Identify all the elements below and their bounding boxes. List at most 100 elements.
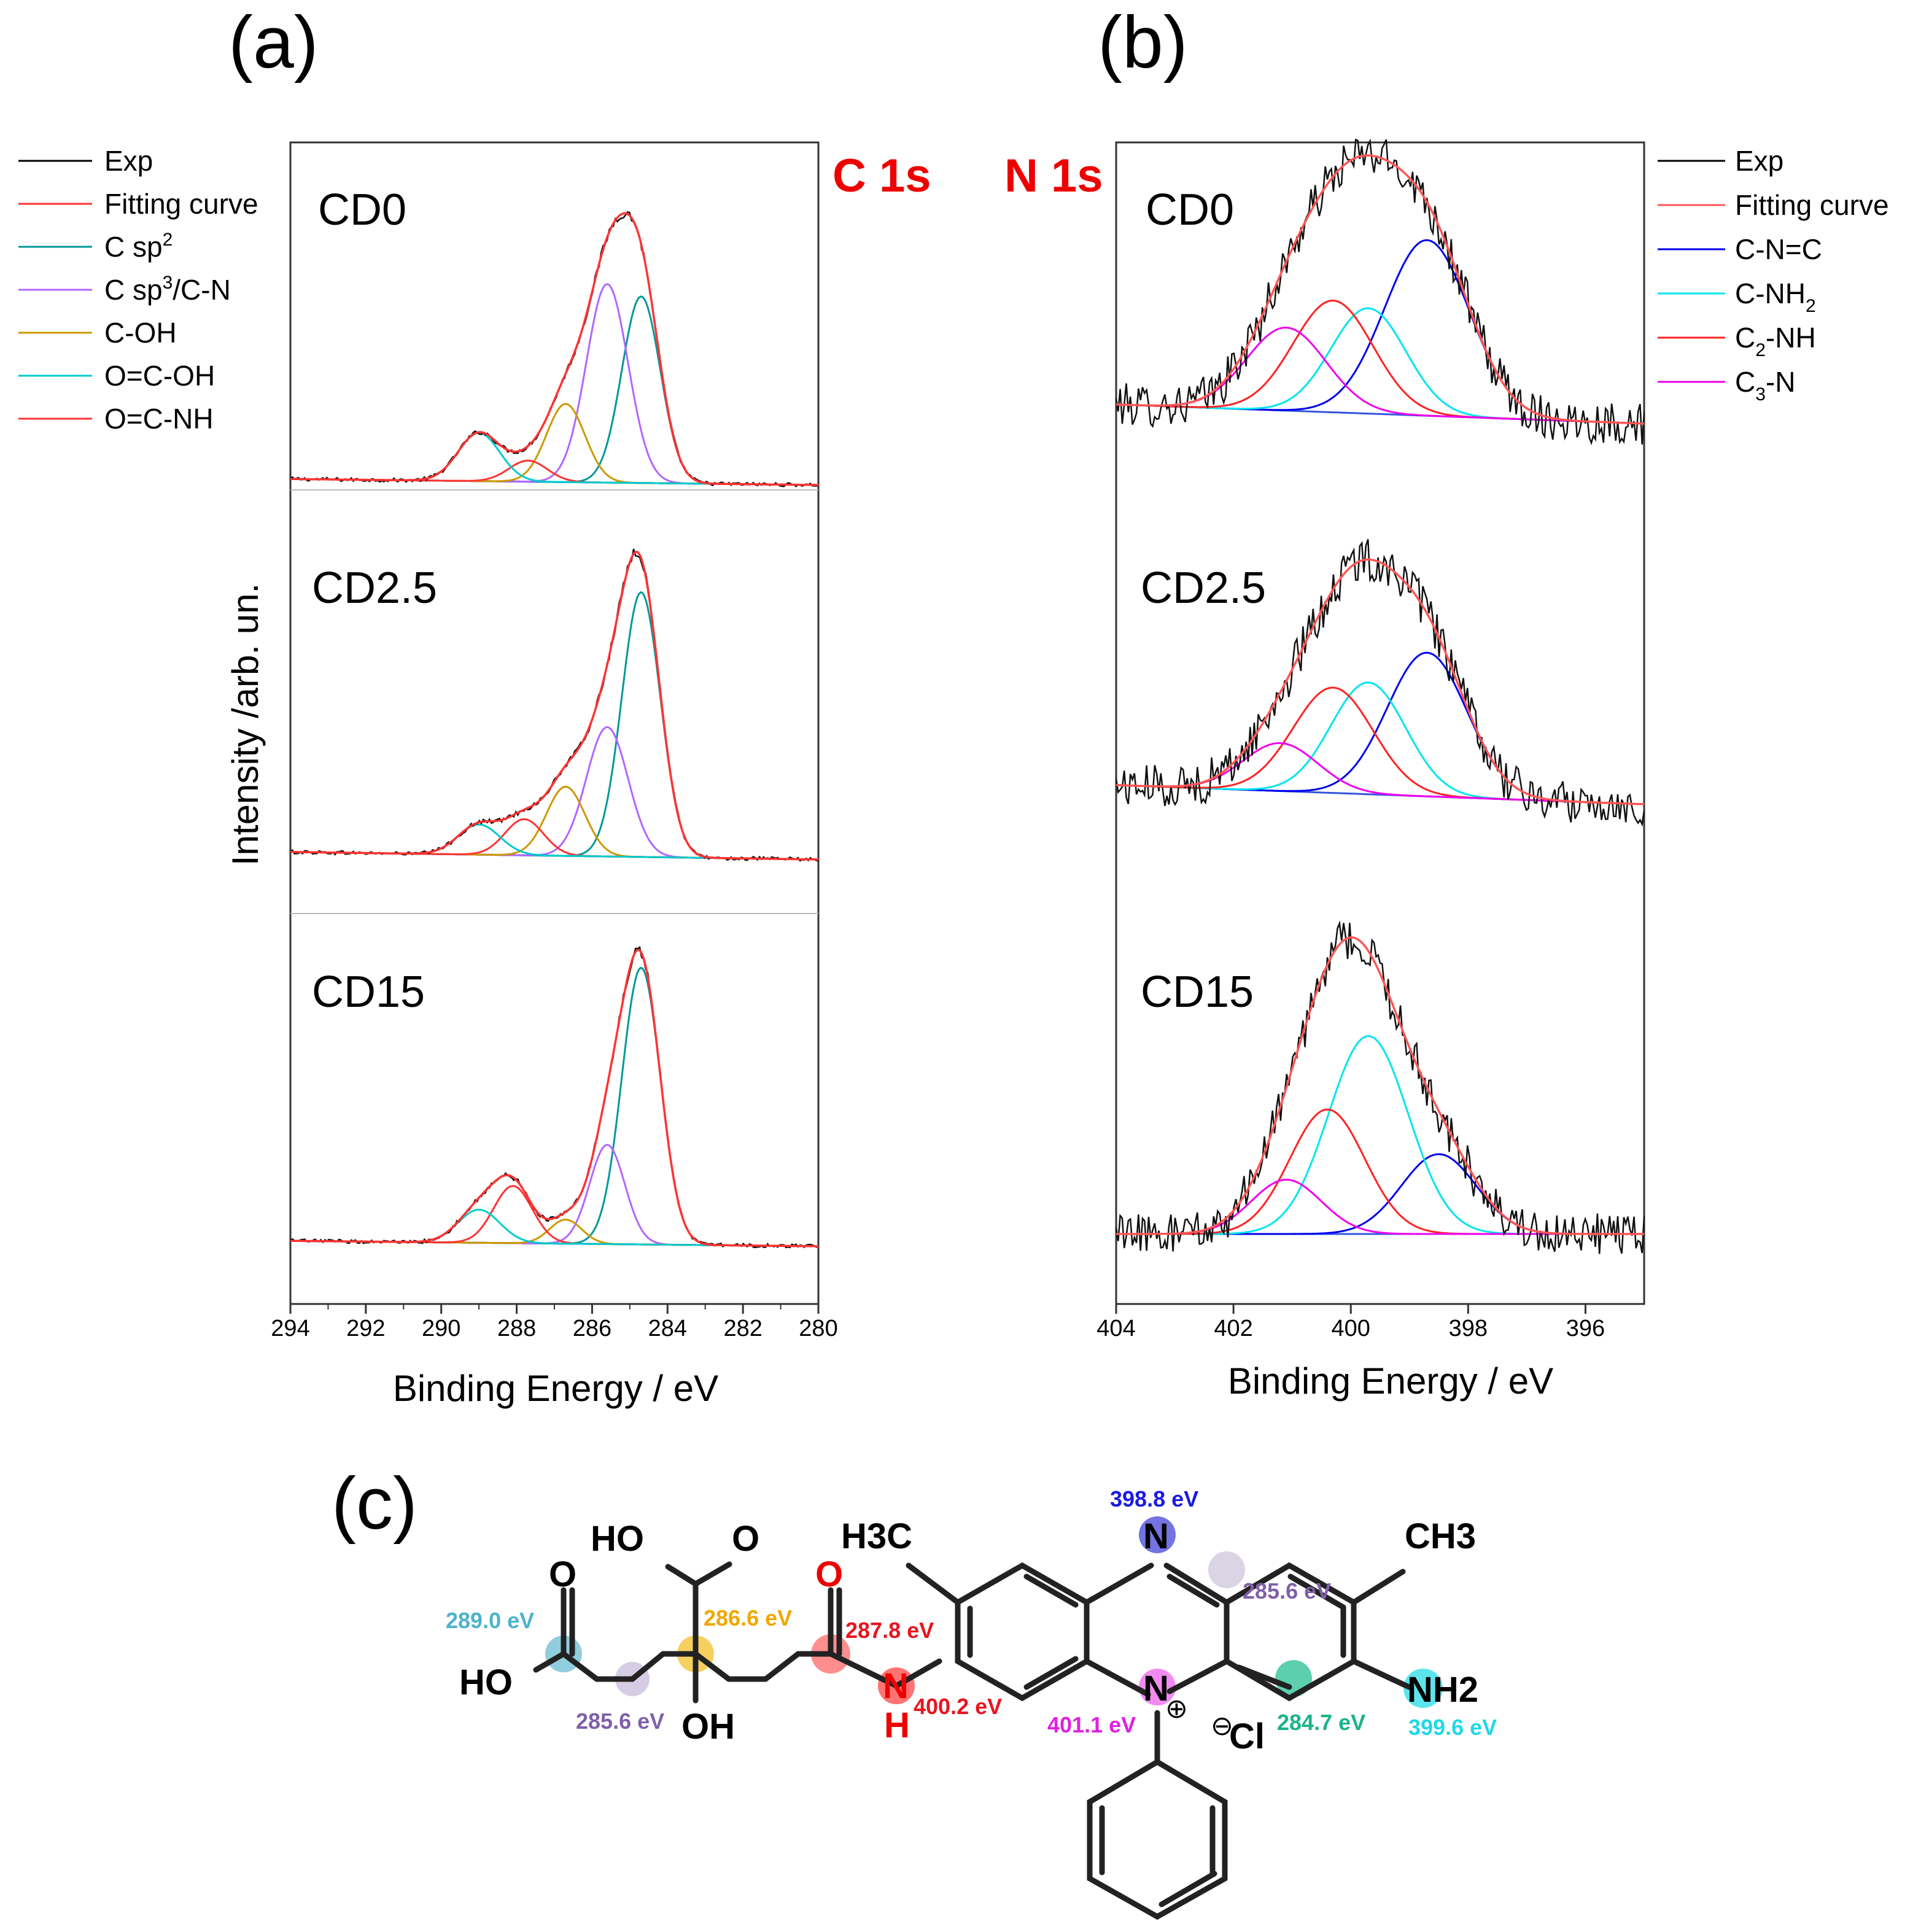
- panel-a-label: (a): [228, 1, 319, 83]
- trace-cd2-5-c-n-c: [1116, 651, 1645, 805]
- energy-label-399-6: 399.6 eV: [1408, 1715, 1497, 1740]
- panel-b-traces: [1115, 138, 1645, 1254]
- panel-a-c1s: (a) CD0 CD2.5 CD15 C 1s 294 292 290 288 286 2…: [18, 1, 931, 1409]
- panel-b-core-level: N 1s: [1004, 150, 1103, 202]
- legend-label-exp: Exp: [1735, 145, 1783, 177]
- panel-b-x-axis-ticks: 404 402 400 398 396: [1096, 1304, 1605, 1341]
- tick-label-404: 404: [1096, 1316, 1135, 1341]
- legend-label-c3-n: C3-N: [1735, 366, 1795, 405]
- trace-cd0-exp: [1115, 138, 1645, 446]
- atom-n-plus: N: [1143, 1669, 1169, 1709]
- atom-n-amide: N: [883, 1666, 909, 1706]
- trace-cd0-o-c-oh: [290, 432, 818, 486]
- atom-o-top: O: [732, 1519, 759, 1559]
- highlight-circle-285-6-right: [1208, 1551, 1245, 1588]
- panel-b-sample-label-cd2-5: CD2.5: [1141, 564, 1266, 613]
- atom-nh2: NH2: [1407, 1670, 1478, 1710]
- panel-b-n1s: (b) CD0 CD2.5 CD15 N 1s 404 402 400 398 396 …: [1004, 1, 1889, 1402]
- legend-label-exp: Exp: [104, 145, 153, 177]
- panel-a-frame: [289, 141, 820, 1305]
- tick-label-282: 282: [723, 1316, 762, 1341]
- tick-label-398: 398: [1449, 1316, 1488, 1341]
- trace-cd15-fitting-curve: [290, 949, 818, 1247]
- legend-label-c-sp2: C sp2: [104, 230, 173, 263]
- trace-cd2-5-exp: [1115, 539, 1645, 827]
- legend-label-c-sp3-c-n: C sp3/C-N: [104, 273, 231, 306]
- panel-b-frame: [1115, 141, 1645, 1305]
- highlight-circle-398-8: [1139, 1516, 1176, 1553]
- tick-label-400: 400: [1332, 1316, 1370, 1341]
- panel-a-core-level: C 1s: [833, 150, 931, 202]
- trace-cd15-c-nh2: [1116, 1035, 1644, 1235]
- tick-label-288: 288: [497, 1316, 536, 1341]
- trace-cd2-5-c2-nh: [1116, 686, 1645, 805]
- atom-oh-mid: OH: [681, 1707, 735, 1747]
- legend-label-c-oh: C-OH: [104, 317, 177, 349]
- panel-b-sample-label-cd0: CD0: [1146, 185, 1234, 235]
- energy-label-287-8: 287.8 eV: [845, 1618, 934, 1643]
- tick-label-396: 396: [1566, 1316, 1605, 1341]
- trace-cd15-c2-nh: [1116, 1108, 1644, 1235]
- atom-ho-top: HO: [591, 1519, 644, 1559]
- atom-n-top: N: [1143, 1516, 1169, 1556]
- panel-c-structure: (c): [332, 1462, 1497, 1920]
- panel-a-x-axis-title: Binding Energy / eV: [393, 1368, 718, 1409]
- trace-cd15-exp: [1115, 920, 1645, 1254]
- trace-cd2-5-c-sp3-c-n: [290, 726, 818, 861]
- trace-cd0-c-sp3-c-n: [290, 283, 818, 486]
- energy-label-285-6-left: 285.6 eV: [576, 1709, 664, 1734]
- panel-a-sample-label-cd2-5: CD2.5: [312, 564, 437, 613]
- trace-cd2-5-o-c-oh: [290, 823, 818, 861]
- trace-cd15-c-sp3-c-n: [290, 1144, 818, 1247]
- legend-label-c-n-c: C-N=C: [1735, 233, 1822, 265]
- panel-a-sample-label-cd0: CD0: [318, 185, 406, 235]
- atom-h-amide: H: [884, 1705, 910, 1745]
- tick-label-292: 292: [346, 1316, 385, 1341]
- atom-h3c: H3C: [841, 1516, 912, 1556]
- trace-cd2-5-c-oh: [290, 785, 818, 861]
- charge-minus: ⊖: [1211, 1711, 1233, 1741]
- tick-label-284: 284: [648, 1316, 687, 1341]
- trace-cd2-5-fitting-curve: [1116, 558, 1645, 805]
- trace-cd15-o-c-nh: [290, 1185, 818, 1247]
- trace-cd0-fitting-curve: [1116, 154, 1645, 425]
- trace-cd0-fitting-curve: [290, 212, 818, 486]
- panel-c-label: (c): [332, 1462, 417, 1545]
- atom-labels: O HO HO O OH O N H H3C N CH3 N ⊕ ⊖ Cl NH…: [459, 1516, 1478, 1756]
- atom-ch3: CH3: [1405, 1516, 1476, 1556]
- atom-cl: Cl: [1229, 1717, 1265, 1756]
- atom-o-left: O: [549, 1554, 576, 1594]
- panel-b-sample-label-cd15: CD15: [1141, 968, 1254, 1017]
- panel-b-label: (b): [1098, 1, 1188, 83]
- trace-cd0-c3-n: [1116, 327, 1645, 425]
- tick-label-286: 286: [573, 1316, 611, 1341]
- legend-label-o-c-oh: O=C-OH: [104, 360, 215, 392]
- legend-label-o-c-nh: O=C-NH: [104, 403, 214, 435]
- panel-a-sample-label-cd15: CD15: [312, 968, 425, 1017]
- legend-label-c-nh2: C-NH2: [1735, 277, 1816, 316]
- charge-plus: ⊕: [1165, 1694, 1188, 1724]
- energy-label-398-8: 398.8 eV: [1110, 1486, 1198, 1511]
- energy-label-286-6: 286.6 eV: [704, 1605, 792, 1631]
- legend-label-c2-nh: C2-NH: [1735, 322, 1816, 360]
- trace-cd0-c-sp2: [290, 295, 818, 486]
- energy-label-285-6-right: 285.6 eV: [1243, 1578, 1331, 1604]
- panel-a-traces: [290, 211, 819, 1249]
- trace-cd0-exp: [290, 211, 819, 487]
- energy-label-284-7: 284.7 eV: [1277, 1710, 1365, 1735]
- atom-o-amide: O: [815, 1554, 843, 1594]
- tick-label-290: 290: [422, 1316, 460, 1341]
- panel-a-legend: Exp Fitting curve C sp2 C sp3/C-N C-OH O=C-OH…: [18, 145, 258, 435]
- trace-cd2-5-fitting-curve: [290, 550, 818, 861]
- atom-ho-left: HO: [459, 1662, 513, 1702]
- energy-label-289-0: 289.0 eV: [446, 1608, 534, 1633]
- legend-label-fitting-curve: Fitting curve: [1735, 189, 1889, 221]
- energy-labels: 289.0 eV 285.6 eV 286.6 eV 287.8 eV 400.…: [446, 1486, 1497, 1740]
- energy-label-400-2: 400.2 eV: [914, 1694, 1002, 1719]
- panel-a-x-axis-ticks: 294 292 290 288 286 284 282 280: [271, 1304, 838, 1341]
- energy-label-401-1: 401.1 eV: [1047, 1712, 1136, 1737]
- highlight-circle-399-6: [1403, 1669, 1443, 1708]
- trace-cd2-5-c-sp2: [290, 591, 818, 861]
- tick-label-294: 294: [271, 1316, 309, 1341]
